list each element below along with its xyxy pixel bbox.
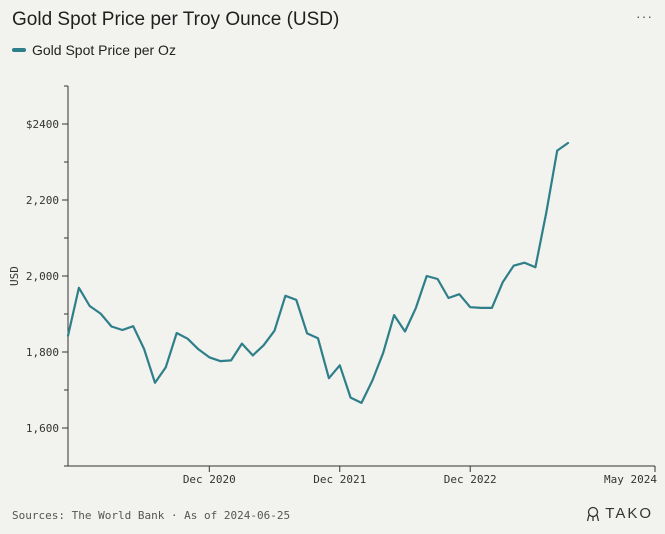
data-point[interactable] bbox=[194, 345, 202, 353]
x-tick-label: Dec 2021 bbox=[313, 473, 366, 486]
data-point[interactable] bbox=[129, 322, 137, 330]
brand-name: TAKO bbox=[605, 505, 653, 522]
data-point[interactable] bbox=[379, 349, 387, 357]
data-point[interactable] bbox=[564, 139, 572, 147]
data-point[interactable] bbox=[216, 357, 224, 365]
data-point[interactable] bbox=[499, 278, 507, 286]
data-point[interactable] bbox=[434, 275, 442, 283]
data-point[interactable] bbox=[553, 147, 561, 155]
data-point[interactable] bbox=[423, 272, 431, 280]
data-point[interactable] bbox=[531, 263, 539, 271]
y-tick-label: 2,000 bbox=[26, 270, 59, 283]
data-point[interactable] bbox=[249, 351, 257, 359]
tako-logo-icon bbox=[587, 506, 600, 521]
data-point[interactable] bbox=[64, 332, 72, 340]
data-point[interactable] bbox=[227, 356, 235, 364]
data-point[interactable] bbox=[488, 304, 496, 312]
data-point[interactable] bbox=[281, 292, 289, 300]
data-point[interactable] bbox=[107, 323, 115, 331]
data-point[interactable] bbox=[238, 340, 246, 348]
data-point[interactable] bbox=[140, 345, 148, 353]
data-point[interactable] bbox=[151, 379, 159, 387]
x-tick-label: Dec 2020 bbox=[183, 473, 236, 486]
data-point[interactable] bbox=[184, 335, 192, 343]
brand-logo: TAKO bbox=[585, 505, 653, 522]
data-point[interactable] bbox=[118, 326, 126, 334]
series-line bbox=[66, 141, 570, 404]
data-point[interactable] bbox=[205, 353, 213, 361]
data-point[interactable] bbox=[162, 363, 170, 371]
data-point[interactable] bbox=[368, 377, 376, 385]
data-point[interactable] bbox=[412, 304, 420, 312]
data-point[interactable] bbox=[401, 327, 409, 335]
legend: Gold Spot Price per Oz bbox=[12, 42, 176, 58]
data-point[interactable] bbox=[97, 310, 105, 318]
y-tick-label: 2,200 bbox=[26, 194, 59, 207]
y-tick-label: $2400 bbox=[26, 118, 59, 131]
legend-swatch bbox=[12, 48, 26, 52]
data-point[interactable] bbox=[455, 290, 463, 298]
data-point[interactable] bbox=[75, 284, 83, 292]
x-tick-label: Dec 2022 bbox=[444, 473, 497, 486]
data-point[interactable] bbox=[314, 334, 322, 342]
chart-title: Gold Spot Price per Troy Ounce (USD) bbox=[12, 9, 340, 30]
sources-note: Sources: The World Bank · As of 2024-06-… bbox=[12, 509, 291, 522]
data-point[interactable] bbox=[510, 262, 518, 270]
data-point[interactable] bbox=[86, 302, 94, 310]
y-tick-label: 1,800 bbox=[26, 346, 59, 359]
legend-label: Gold Spot Price per Oz bbox=[32, 42, 176, 58]
y-tick-label: 1,600 bbox=[26, 422, 59, 435]
data-point[interactable] bbox=[444, 294, 452, 302]
data-point[interactable] bbox=[347, 394, 355, 402]
data-point[interactable] bbox=[521, 259, 529, 267]
data-point[interactable] bbox=[325, 374, 333, 382]
data-point[interactable] bbox=[542, 209, 550, 217]
data-point[interactable] bbox=[173, 329, 181, 337]
data-point[interactable] bbox=[466, 303, 474, 311]
more-options-icon[interactable]: ··· bbox=[636, 8, 653, 24]
x-tick-label: May 2024 bbox=[604, 473, 657, 486]
data-point[interactable] bbox=[292, 296, 300, 304]
data-point[interactable] bbox=[271, 327, 279, 335]
data-point[interactable] bbox=[260, 341, 268, 349]
y-axis-label: USD bbox=[8, 266, 21, 286]
data-point[interactable] bbox=[336, 361, 344, 369]
data-point[interactable] bbox=[303, 329, 311, 337]
data-point[interactable] bbox=[477, 304, 485, 312]
data-point[interactable] bbox=[358, 399, 366, 407]
data-point[interactable] bbox=[390, 311, 398, 319]
